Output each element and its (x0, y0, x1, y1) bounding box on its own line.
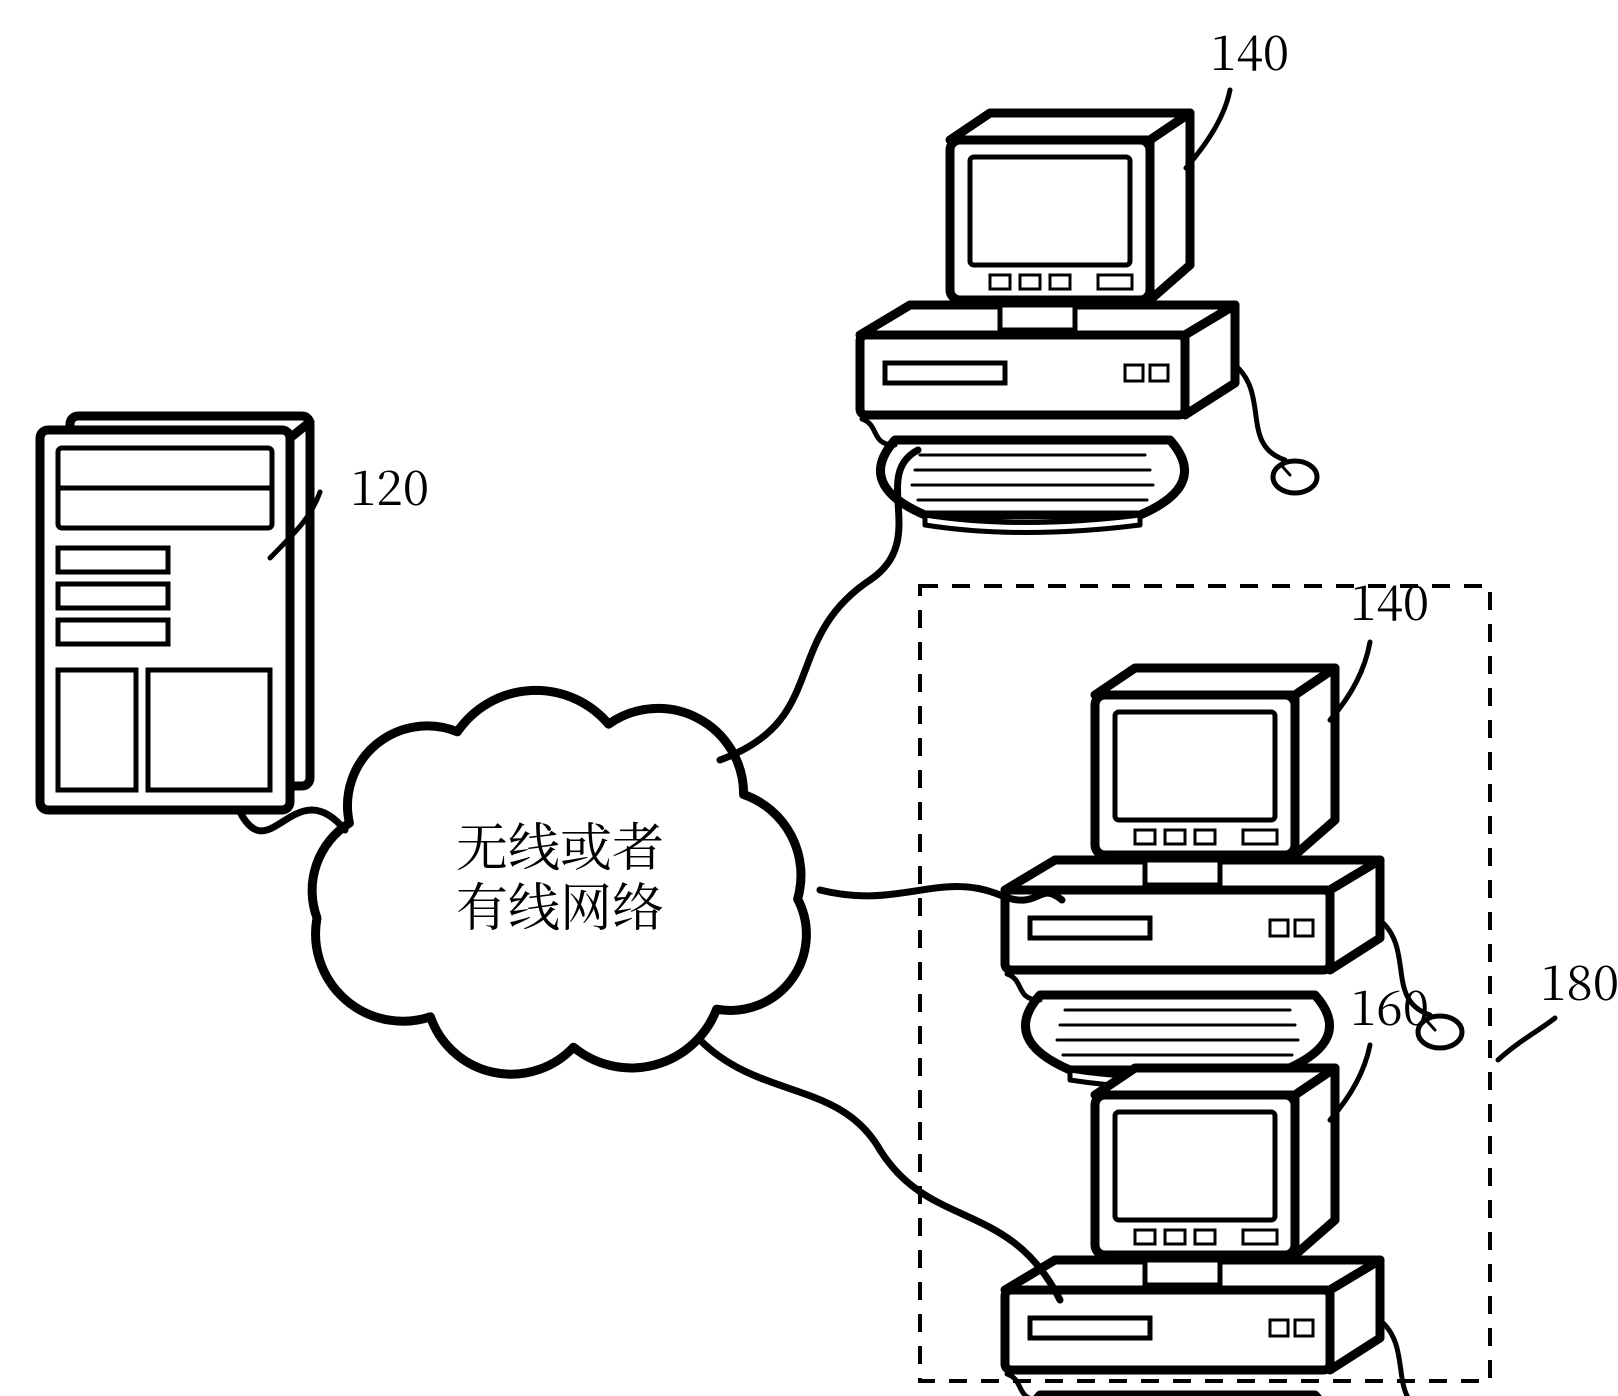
label-computer_mid: 140 (1350, 565, 1429, 634)
label-computer_top: 140 (1210, 15, 1289, 84)
cloud-text-line2: 有线网络 (456, 866, 664, 941)
connector-cloud_to_bot (700, 1040, 1060, 1300)
server (40, 416, 310, 810)
computer-bot (1005, 1068, 1462, 1396)
computer-top (860, 113, 1317, 533)
label-server: 120 (350, 450, 429, 519)
leader-group_box (1498, 1018, 1555, 1060)
label-group_box: 180 (1540, 945, 1618, 1014)
label-computer_bot: 160 (1350, 970, 1429, 1039)
